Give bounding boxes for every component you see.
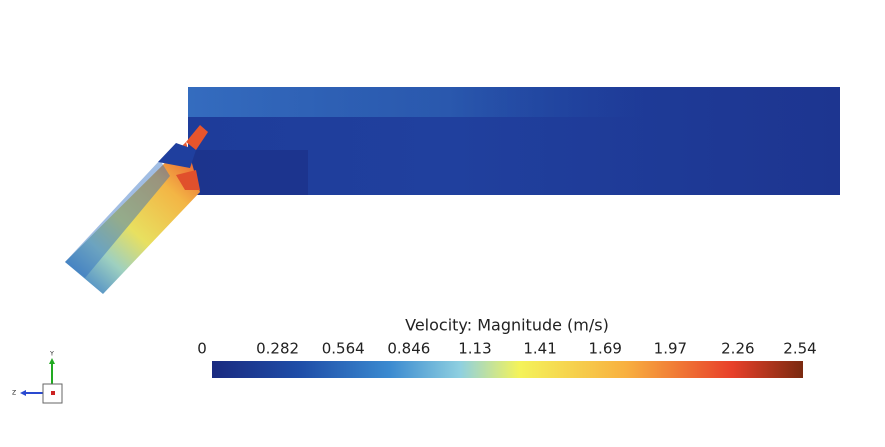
- colorbar-tick-label: 0.564: [322, 340, 365, 358]
- colorbar-tick-label: 2.54: [783, 340, 816, 358]
- colorbar-tick-label: 1.97: [654, 340, 687, 358]
- colorbar: [212, 361, 803, 378]
- colorbar-tick-label: 2.26: [721, 340, 754, 358]
- flow-domain: [65, 87, 840, 294]
- colorbar-tick-label: 0.282: [256, 340, 299, 358]
- x-axis-dot: [51, 391, 55, 395]
- channel-low-flow: [188, 150, 308, 195]
- channel-top-flow: [188, 87, 840, 117]
- colorbar-tick-label: 1.41: [523, 340, 556, 358]
- y-label: Y: [49, 351, 54, 358]
- colorbar-title: Velocity: Magnitude (m/s): [405, 316, 609, 335]
- axis-triad: Y Z: [12, 351, 63, 404]
- colorbar-tick-label: 1.69: [589, 340, 622, 358]
- z-label: Z: [12, 390, 16, 397]
- colorbar-ticks: 0 0.282 0.564 0.846 1.13 1.41 1.69 1.97 2.26 2.54: [197, 340, 816, 358]
- jet-upper: [186, 125, 208, 150]
- inlet-wall-layer: [65, 160, 170, 278]
- colorbar-tick-label: 1.13: [458, 340, 491, 358]
- colorbar-tick-label: 0: [197, 340, 207, 358]
- inlet-divider: [158, 143, 196, 168]
- z-arrow-head: [20, 390, 26, 396]
- y-arrow-head: [49, 358, 55, 364]
- inlet-pipe: [65, 142, 200, 294]
- jet-lower: [176, 170, 200, 190]
- colorbar-tick-label: 0.846: [387, 340, 430, 358]
